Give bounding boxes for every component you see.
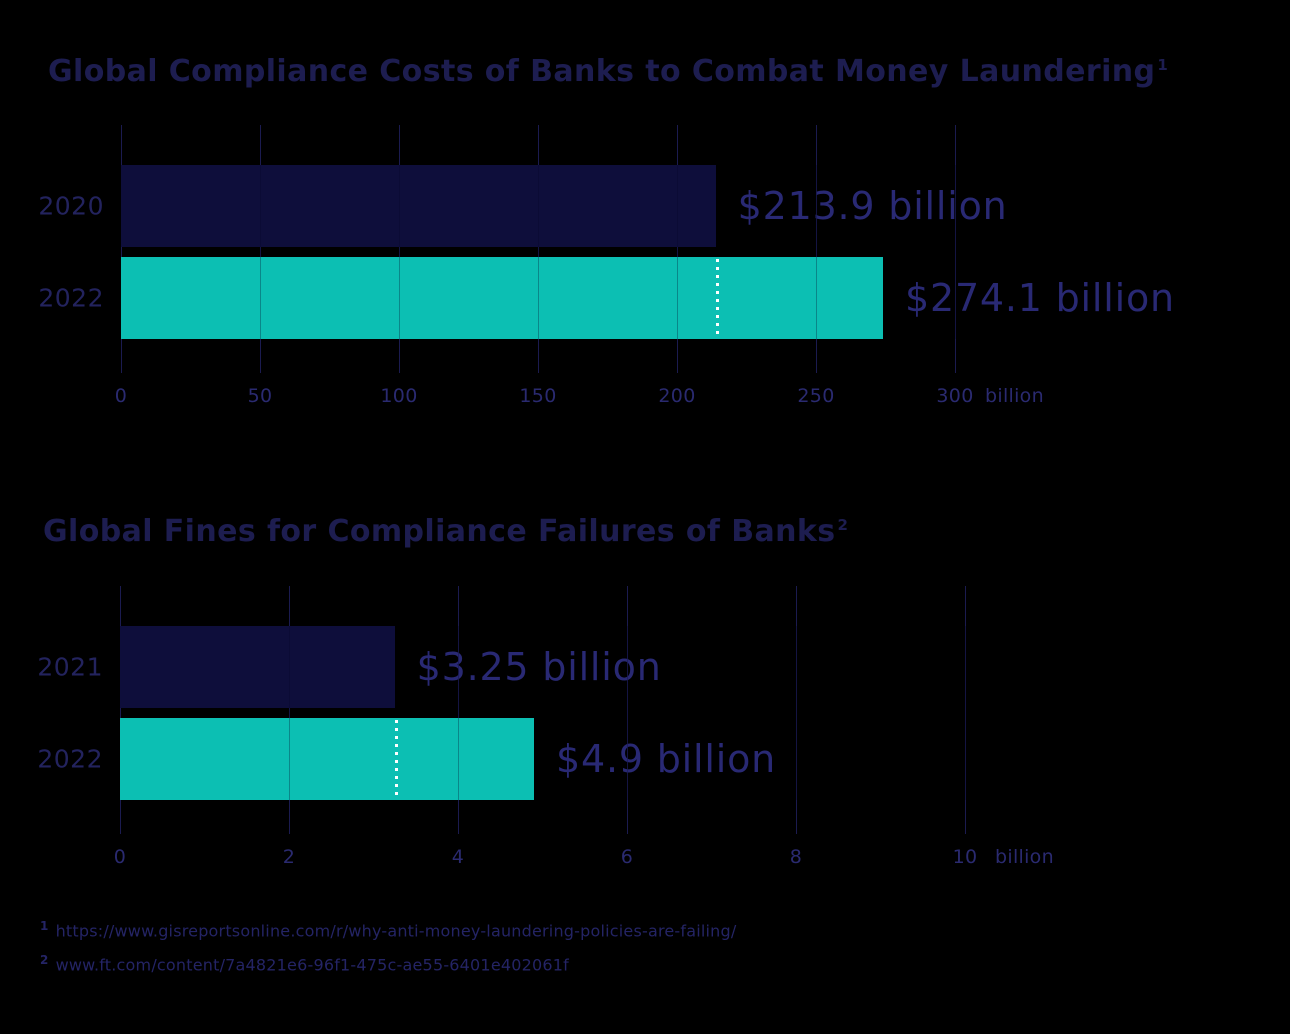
bar-row: 2021 $3.25 billion [37, 626, 965, 708]
axis-unit-label: billion [995, 846, 1054, 868]
gridline-overlay [796, 626, 797, 800]
gridline [538, 125, 539, 373]
axis-tick-label: 50 [247, 385, 273, 407]
axis-tick-label: 4 [451, 846, 465, 868]
category-label: 2022 [37, 744, 103, 774]
bar-2022 [120, 718, 535, 800]
value-label: $3.25 billion [416, 645, 662, 689]
axis-tick-label: 200 [658, 385, 696, 407]
chart-title-text: Global Compliance Costs of Banks to Comb… [48, 54, 1156, 89]
title-footnote-marker: 2 [837, 516, 849, 534]
gridline-overlay [458, 626, 459, 800]
gridline-overlay [627, 626, 628, 800]
footnote-marker: 2 [40, 952, 49, 967]
bar-2020 [121, 165, 716, 247]
axis-tick-label: 150 [519, 385, 557, 407]
gridline [627, 586, 628, 834]
reference-dotted-line [394, 720, 398, 798]
footnote-marker: 1 [40, 919, 49, 933]
category-label: 2022 [38, 283, 104, 313]
value-label: $4.9 billion [556, 737, 777, 781]
gridline-overlay [399, 165, 400, 339]
gridline-overlay [965, 626, 966, 800]
plot-area: 0 50 100 150 200 250 300 billion 2020 $213.9 bill… [38, 125, 1174, 407]
axis-tick-label: 6 [620, 846, 634, 868]
gridline [677, 125, 678, 373]
gridline [796, 586, 797, 834]
gridline-overlay [538, 165, 539, 339]
gridline-overlay [260, 165, 261, 339]
bar-2021 [120, 626, 395, 708]
title-footnote-marker: 1 [1157, 56, 1169, 74]
axis-tick-label: 10 [952, 846, 978, 868]
axis: 0 50 100 150 200 250 300 billion [115, 385, 1044, 411]
bar-row: 2022 $274.1 billion [38, 257, 1174, 339]
gridline-overlay [677, 165, 678, 339]
plot-area: 0 2 4 6 8 10 billion 2021 $3.25 billion 2022 $4.9 … [37, 586, 1054, 868]
gridline [120, 586, 121, 834]
gridline [955, 125, 956, 373]
footnote-source-1: 1 https://www.gisreportsonline.com/r/why-… [40, 918, 736, 942]
axis-tick-label: 100 [380, 385, 418, 407]
gridline [965, 586, 966, 834]
axis-tick-label: 8 [789, 846, 803, 868]
gridline [289, 586, 290, 834]
axis: 0 2 4 6 8 10 billion [114, 846, 1054, 872]
axis-tick-label: 300 [936, 385, 974, 407]
axis-tick-label: 0 [113, 846, 127, 868]
gridline [260, 125, 261, 373]
chart-title: Global Fines for Compliance Failures of … [43, 514, 848, 549]
gridline [121, 125, 122, 373]
category-label: 2020 [38, 191, 104, 221]
bar-row: 2022 $4.9 billion [37, 718, 965, 800]
footnote-url: www.ft.com/content/7a4821e6-96f1-475c-ae… [55, 955, 569, 975]
gridline [399, 125, 400, 373]
reference-dotted-line [715, 259, 719, 337]
gridline-overlay [289, 626, 290, 800]
axis-tick-label: 2 [282, 846, 296, 868]
category-label: 2021 [37, 652, 103, 682]
footnote-url: https://www.gisreportsonline.com/r/why-a… [55, 921, 737, 941]
footnote-source-2: 2 www.ft.com/content/7a4821e6-96f1-475c-a… [40, 952, 736, 976]
chart-title: Global Compliance Costs of Banks to Comb… [48, 54, 1168, 89]
value-label: $274.1 billion [904, 276, 1175, 320]
gridline-overlay [955, 165, 956, 339]
gridline [458, 586, 459, 834]
value-label: $213.9 billion [737, 184, 1008, 228]
footnotes: 1 https://www.gisreportsonline.com/r/why-… [40, 918, 736, 986]
gridline [816, 125, 817, 373]
axis-tick-label: 250 [797, 385, 835, 407]
bar-2022 [121, 257, 883, 339]
chart-title-text: Global Fines for Compliance Failures of … [43, 514, 836, 549]
axis-unit-label: billion [985, 385, 1044, 407]
bar-row: 2020 $213.9 billion [38, 165, 1007, 247]
gridline-overlay [816, 165, 817, 339]
axis-tick-label: 0 [114, 385, 128, 407]
